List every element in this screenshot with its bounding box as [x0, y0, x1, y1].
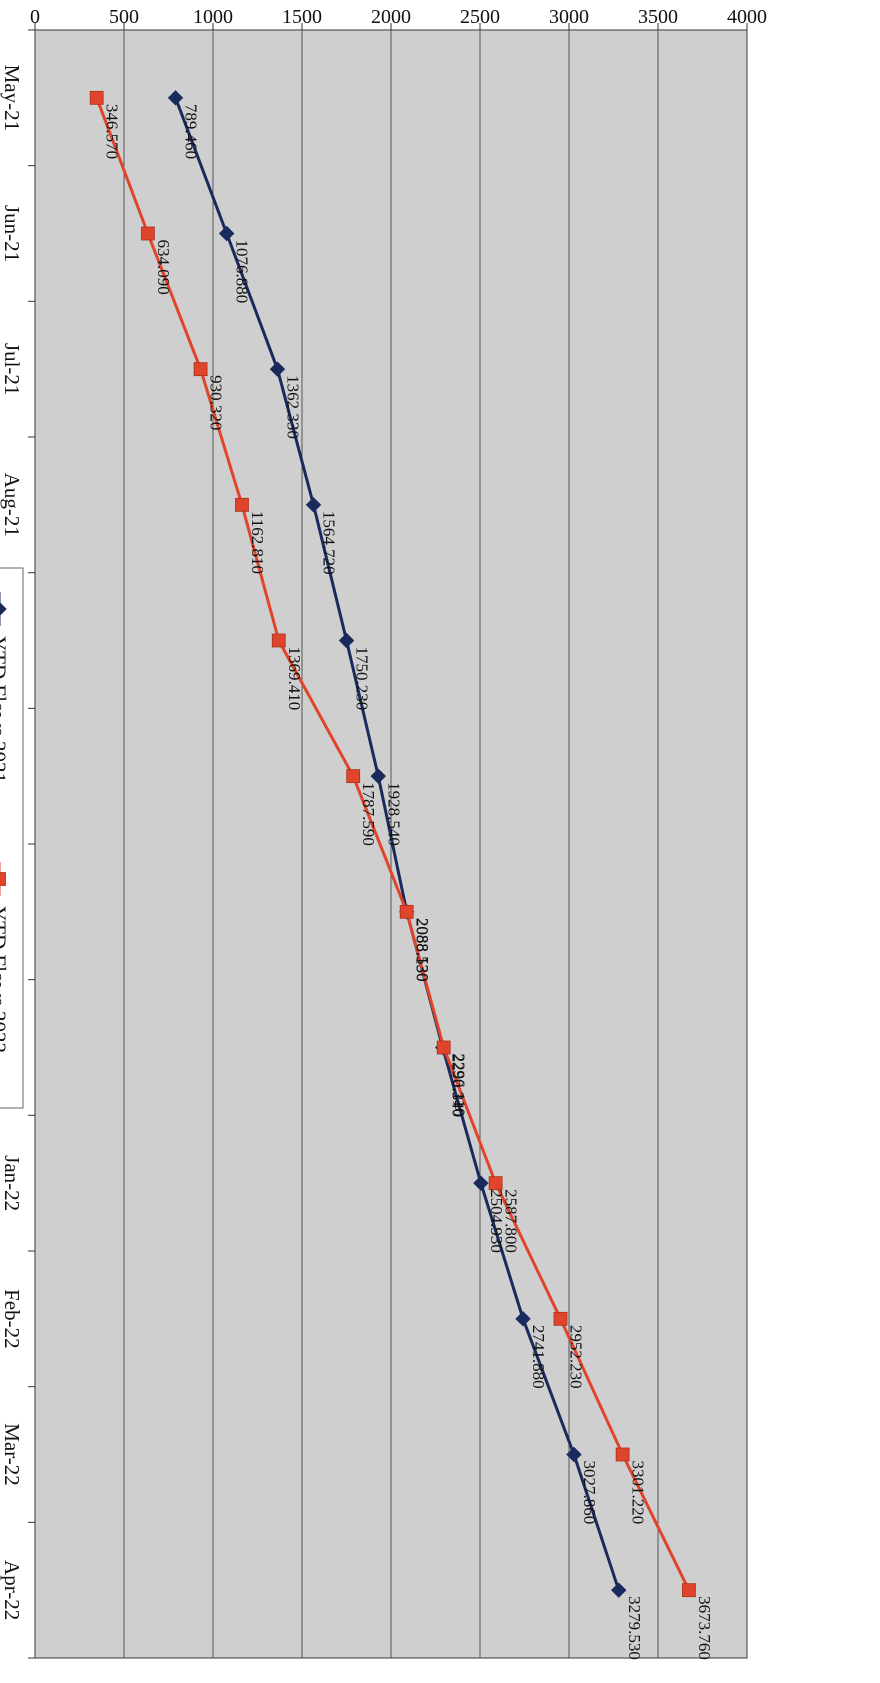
series-1-point — [473, 1175, 489, 1191]
legend-entry-1: YTD Flows 2021 — [0, 636, 11, 783]
series-2-data-label: 2088.130 — [413, 918, 432, 982]
series-2-point — [346, 769, 361, 784]
series-1-data-label: 1564.720 — [320, 511, 339, 575]
series-2-data-label: 3301.220 — [629, 1461, 648, 1525]
y-tick-label: 4000 — [727, 6, 767, 28]
series-2-data-label: 1369.410 — [285, 647, 304, 711]
y-tick-label: 500 — [109, 6, 139, 28]
rotated-chart-page: 0 500 1000 1500 2000 2500 3000 3500 4000 May-21 Ju… — [0, 6, 767, 1660]
series-2-point — [615, 1447, 630, 1462]
x-tick-label: May-21 — [0, 65, 24, 132]
series-2-point — [553, 1311, 568, 1326]
x-tick-label: Apr-22 — [0, 1560, 24, 1620]
legend-swatch-marker — [0, 601, 7, 617]
series-1-data-label: 1362.330 — [283, 375, 302, 439]
series-2-point — [682, 1583, 696, 1598]
series-line-1 — [174, 97, 621, 1591]
x-tick-label: Jun-21 — [0, 205, 24, 262]
legend-entry-2: YTD Flows 2022 — [0, 906, 11, 1053]
series-lines — [89, 90, 696, 1598]
series-1-data-label: 2290.340 — [449, 1054, 468, 1118]
series-2-data-label: 1787.590 — [359, 782, 378, 846]
series-2-data-label: 3673.760 — [695, 1596, 714, 1660]
series-1-point — [269, 361, 286, 377]
series-1-data-label: 789.460 — [182, 104, 201, 159]
grid-lines — [123, 30, 748, 1658]
series-1-data-label: 2741.880 — [529, 1325, 548, 1389]
data-labels: 789.460 1076.880 1362.330 1564.720 1750.230 1… — [103, 104, 714, 1660]
series-1-point — [305, 497, 322, 513]
series-1-data-label: 2504.930 — [487, 1189, 506, 1253]
y-tick-label: 1000 — [193, 6, 233, 28]
series-2-data-label: 1162.810 — [248, 511, 267, 574]
series-2-point — [271, 633, 286, 648]
y-tick-label: 1500 — [282, 6, 322, 28]
series-2-point — [193, 362, 208, 377]
series-1-data-label: 1928.540 — [384, 782, 403, 846]
legend: YTD Flows 2021 YTD Flows 2022 — [0, 567, 24, 1109]
series-2-point — [235, 497, 249, 512]
series-1-data-label: 1076.880 — [233, 240, 252, 304]
series-2-point — [488, 1176, 503, 1191]
y-tick-label: 3000 — [549, 6, 589, 28]
legend-swatch-marker — [0, 872, 6, 886]
series-2-point — [140, 226, 155, 241]
series-1-data-label: 2088.530 — [413, 918, 432, 982]
x-tick-label: Jan-22 — [0, 1155, 24, 1211]
series-1-point — [515, 1311, 531, 1327]
series-1-data-label: 1750.230 — [353, 647, 372, 711]
y-tick-label: 3500 — [638, 6, 678, 28]
series-2-data-label: 634.090 — [154, 240, 173, 295]
series-2-data-label: 2587.800 — [502, 1189, 521, 1253]
series-1-data-label: 3279.530 — [625, 1596, 644, 1660]
series-1-point — [167, 90, 184, 106]
y-tick-label: 2000 — [371, 6, 411, 28]
series-1-data-label: 3027.860 — [580, 1461, 599, 1525]
x-tick-label: Jul-21 — [0, 343, 24, 396]
y-tick-label: 0 — [30, 6, 40, 28]
x-tick-label: Aug-21 — [0, 473, 24, 537]
series-1-point — [370, 768, 386, 784]
series-1-point — [338, 632, 355, 649]
series-1-point — [566, 1446, 582, 1463]
legend-box — [0, 567, 24, 1109]
series-2-data-label: 2952.230 — [566, 1325, 585, 1389]
x-tick-label: Mar-22 — [0, 1423, 24, 1486]
y-tick-label: 2500 — [460, 6, 500, 28]
series-2-point — [399, 904, 414, 919]
series-2-point — [436, 1040, 451, 1055]
series-line-2 — [95, 97, 691, 1591]
x-tick-label: Feb-22 — [0, 1289, 24, 1349]
series-2-data-label: 2296.110 — [450, 1054, 469, 1117]
series-2-point — [89, 90, 104, 105]
series-2-data-label: 930.320 — [207, 375, 226, 430]
series-1-point — [611, 1582, 627, 1598]
series-1-point — [218, 225, 235, 242]
series-2-data-label: 346.570 — [103, 104, 122, 159]
